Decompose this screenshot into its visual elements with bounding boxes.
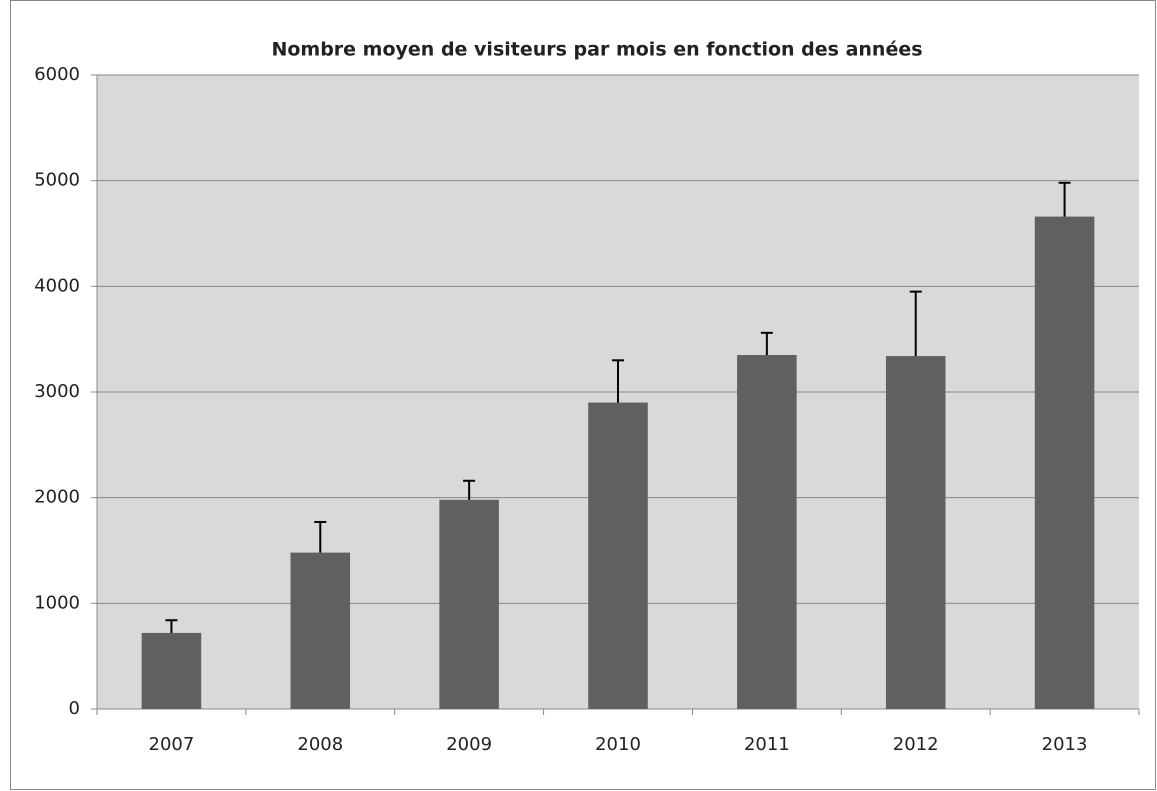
bar bbox=[439, 499, 499, 709]
bar bbox=[588, 402, 648, 709]
x-tick-label: 2013 bbox=[1042, 734, 1088, 755]
y-tick-label: 2000 bbox=[34, 487, 80, 508]
y-tick-label: 1000 bbox=[34, 592, 80, 613]
bar bbox=[141, 632, 202, 709]
bar bbox=[290, 552, 351, 709]
chart-title: Nombre moyen de visiteurs par mois en fo… bbox=[271, 39, 922, 61]
x-tick-label: 2009 bbox=[446, 734, 492, 755]
x-tick-label: 2007 bbox=[149, 734, 195, 755]
x-tick-label: 2010 bbox=[595, 734, 641, 755]
bar bbox=[885, 356, 946, 709]
bar bbox=[1034, 216, 1095, 710]
y-tick-label: 4000 bbox=[34, 275, 80, 296]
x-tick-label: 2008 bbox=[297, 734, 343, 755]
y-tick-label: 0 bbox=[69, 698, 80, 719]
x-tick-label: 2012 bbox=[893, 734, 939, 755]
x-tick-label: 2011 bbox=[744, 734, 790, 755]
y-tick-label: 5000 bbox=[34, 170, 80, 191]
bar bbox=[737, 355, 797, 709]
y-tick-label: 6000 bbox=[34, 64, 80, 85]
y-tick-label: 3000 bbox=[34, 381, 80, 402]
